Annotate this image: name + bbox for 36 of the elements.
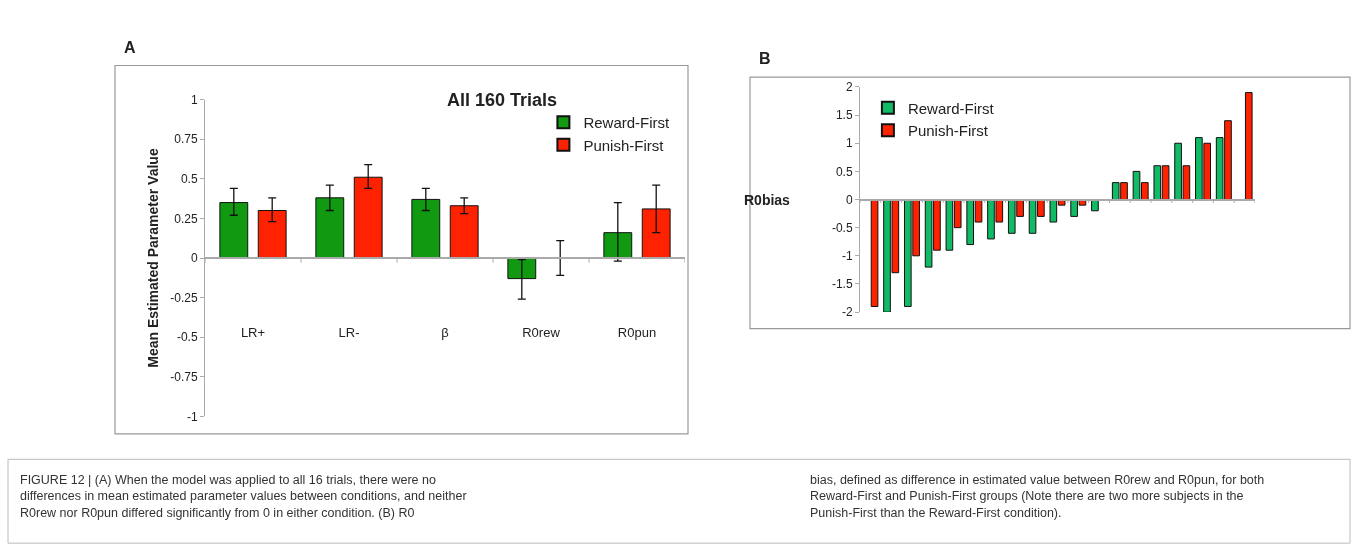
y-tick-label: 1 [190, 92, 198, 107]
text: B [759, 50, 771, 67]
text: A [124, 39, 136, 56]
chart-title: All 160 Trials [447, 90, 558, 110]
y-tick-label: -1.5 [831, 277, 853, 292]
y-tick-label: -1 [186, 409, 198, 424]
x-tick-label: β [441, 325, 449, 341]
legend-label: Punish-First [583, 136, 665, 154]
y-tick-label: 0.75 [174, 132, 198, 147]
text: bias, defined as difference in estimated value between R0rew and R0pun, for both Reward-First and Punish-First groups (Note there are two more subjects in the Punish-First than the Reward-First condition). [810, 473, 1265, 520]
y-tick-label: 1.5 [835, 108, 853, 123]
y-tick-label: -0.5 [831, 220, 853, 235]
y-tick-label: 0 [845, 192, 853, 207]
x-tick-label: R0pun [617, 325, 657, 341]
x-tick-label: LR+ [240, 325, 266, 341]
y-tick-label: 1 [845, 136, 853, 151]
y-tick-label: 0.25 [174, 211, 198, 226]
caption: FIGURE 12 | (A) When the model was applied to all 16 trials, there were no differences in mean estimated parameter values between conditions, and neither R0rew nor R0pun differed significantly from 0 in either condition. (B) R0 [20, 473, 467, 520]
bar [870, 199, 879, 307]
y-axis-title: Mean Estimated Parameter Value [144, 148, 161, 368]
legend-label: Reward-First [583, 114, 671, 132]
y-tick-label: 0 [190, 251, 198, 266]
x-tick-label: R0rew [522, 325, 561, 341]
y-tick-label: -0.75 [170, 370, 198, 385]
y-tick-label: 0.5 [835, 164, 853, 179]
x-tick-label: LR- [338, 325, 360, 341]
legend-label: Reward-First [907, 99, 995, 117]
y-tick-label: 0.5 [180, 172, 198, 187]
y-tick-label: -2 [841, 305, 853, 320]
y-tick-label: 2 [845, 80, 853, 95]
y-axis-title: R0bias [744, 192, 791, 208]
y-tick-label: -0.25 [170, 290, 198, 305]
y-tick-label: -0.5 [176, 330, 198, 345]
legend-label: Punish-First [907, 122, 989, 140]
bar [1244, 92, 1253, 201]
y-tick-label: -1 [841, 249, 853, 264]
